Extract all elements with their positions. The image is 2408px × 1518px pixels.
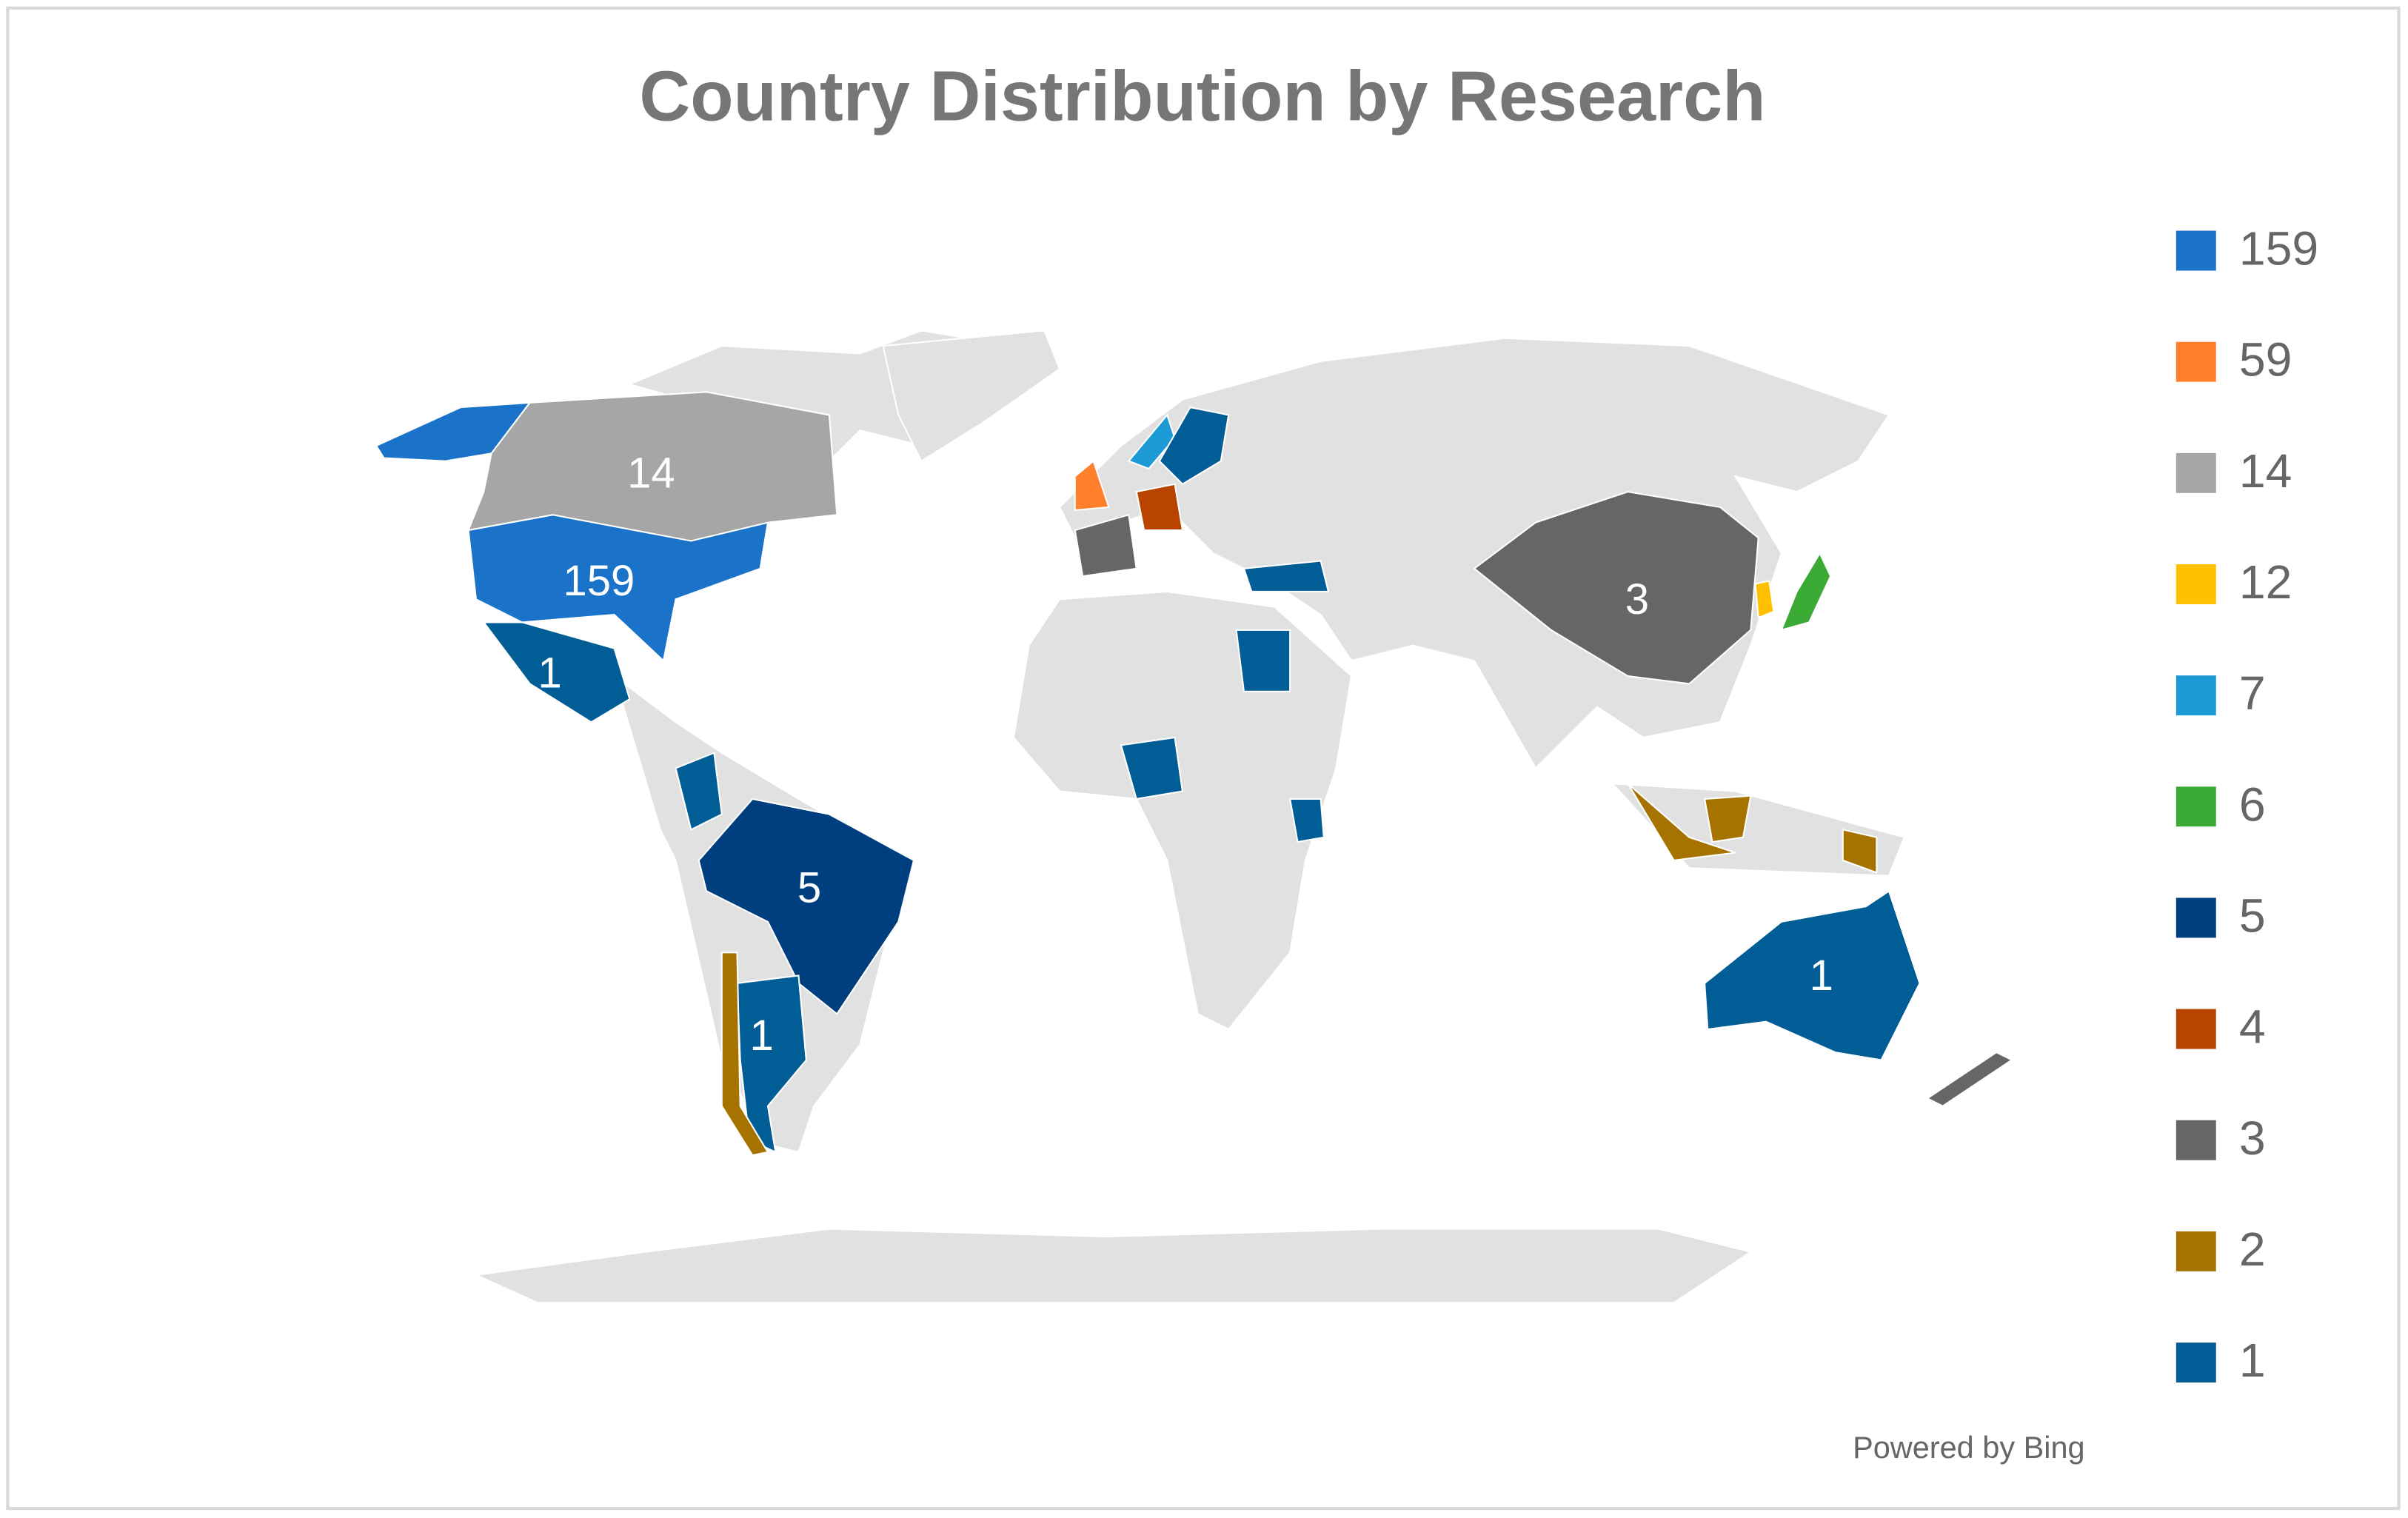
country — [1754, 580, 1775, 619]
legend-swatch — [2175, 675, 2216, 716]
country — [1074, 513, 1137, 578]
legend-swatch — [2175, 341, 2216, 382]
region-label: 1 — [1810, 952, 1833, 1000]
legend-label: 5 — [2239, 889, 2266, 943]
region-label: 159 — [563, 557, 635, 605]
regions — [375, 391, 2013, 1157]
legend-swatch — [2175, 1009, 2216, 1049]
region-label: 5 — [797, 864, 821, 912]
legend: 159 59 14 12 7 6 5 4 3 2 1 — [2175, 222, 2318, 1387]
legend-label: 3 — [2239, 1111, 2266, 1165]
country — [482, 621, 631, 723]
legend-label: 1 — [2239, 1334, 2266, 1387]
country — [1235, 629, 1291, 692]
country — [1120, 736, 1184, 800]
country — [1074, 459, 1110, 512]
chart-title: Country Distribution by Research — [639, 58, 1765, 136]
legend-label: 59 — [2239, 333, 2292, 387]
legend-label: 7 — [2239, 666, 2266, 720]
country — [675, 752, 723, 831]
source-note: Powered by Bing — [1853, 1430, 2085, 1465]
legend-label: 12 — [2239, 555, 2292, 609]
region-label: 3 — [1625, 575, 1649, 623]
legend-swatch — [2175, 897, 2216, 938]
country — [1288, 798, 1325, 843]
legend-swatch — [2175, 230, 2216, 271]
land — [1012, 590, 1353, 1031]
country — [1703, 795, 1752, 843]
country — [1925, 1051, 2013, 1107]
legend-swatch — [2175, 564, 2216, 604]
land — [882, 330, 1061, 463]
land — [473, 1228, 1753, 1304]
country — [1243, 560, 1330, 592]
country — [736, 974, 807, 1154]
country — [1704, 889, 1921, 1061]
legend-label: 2 — [2239, 1223, 2266, 1276]
country — [1627, 783, 1736, 861]
legend-label: 4 — [2239, 1000, 2266, 1054]
legend-swatch — [2175, 786, 2216, 827]
country — [1158, 406, 1230, 486]
legend-label: 6 — [2239, 778, 2266, 831]
region-label: 1 — [750, 1012, 774, 1060]
legend-label: 159 — [2239, 222, 2318, 275]
country — [1135, 483, 1184, 532]
country — [466, 391, 838, 542]
region-label: 1 — [538, 649, 561, 697]
country — [698, 798, 915, 1015]
legend-swatch — [2175, 1343, 2216, 1383]
country — [720, 952, 769, 1157]
country — [1842, 829, 1878, 874]
legend-swatch — [2175, 452, 2216, 493]
legend-label: 14 — [2239, 444, 2292, 498]
legend-swatch — [2175, 1231, 2216, 1271]
country — [1780, 551, 1832, 632]
legend-swatch — [2175, 1120, 2216, 1160]
region-label: 14 — [627, 449, 675, 498]
region-labels: 159 14 1 5 3 1 1 — [538, 449, 1833, 1060]
